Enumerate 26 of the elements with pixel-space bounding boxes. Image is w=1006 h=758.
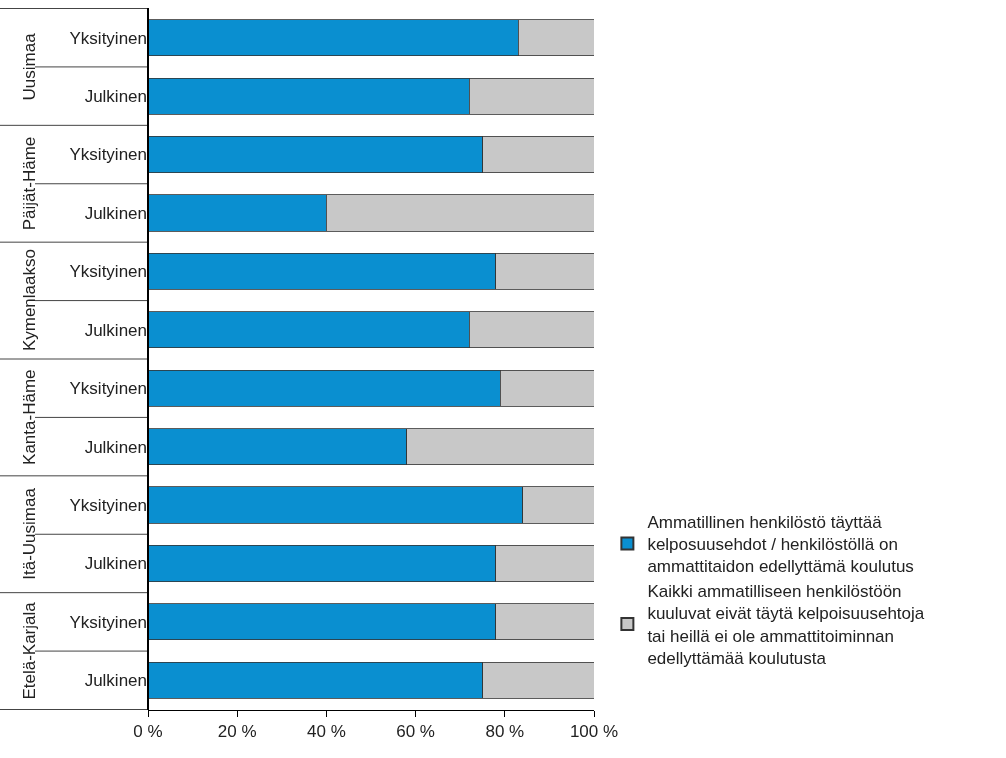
y-tick-label: Julkinen — [84, 437, 147, 457]
legend-label: Ammatillinen henkilöstö täyttää kelposuusehdot / henkilöstöllä on ammattitaidon edellyttämä koulutus — [647, 513, 914, 577]
y-tick-label: Yksityinen — [69, 612, 147, 632]
x-tick-label: 80 % — [485, 722, 525, 742]
x-tick-label: 60 % — [396, 722, 435, 742]
text: Etelä-Karjala — [20, 601, 40, 700]
text: Uusimaa — [19, 32, 39, 101]
y-tick-label: Yksityinen — [69, 262, 147, 282]
y-tick-label: Julkinen — [84, 203, 147, 223]
y-tick-label: Yksityinen — [69, 145, 147, 165]
text: Päijät-Häme — [19, 136, 39, 231]
y-tick-label: Yksityinen — [69, 28, 147, 48]
x-tick-label: 40 % — [307, 722, 346, 742]
text: Kanta-Häme — [20, 369, 40, 465]
y-tick-label: Yksityinen — [69, 379, 147, 399]
text: Itä-Uusimaa — [20, 487, 40, 580]
legend-label: Kaikki ammatilliseen henkilöstöön kuuluvat eivät täytä kelpoisuusehtoja tai heillä ei ole ammattitoiminnan edellyttämää koulutusta — [647, 582, 925, 668]
y-tick-label: Julkinen — [84, 554, 147, 574]
y-tick-label: Julkinen — [84, 87, 147, 107]
text: Kymenlaakso — [19, 249, 39, 352]
x-tick-label: 20 % — [217, 722, 257, 742]
y-tick-label: Yksityinen — [69, 495, 147, 515]
x-tick-label: 0 % — [133, 722, 163, 742]
y-tick-label: Julkinen — [84, 671, 147, 691]
x-tick-label: 100 % — [569, 722, 619, 742]
y-tick-label: Julkinen — [84, 320, 147, 340]
